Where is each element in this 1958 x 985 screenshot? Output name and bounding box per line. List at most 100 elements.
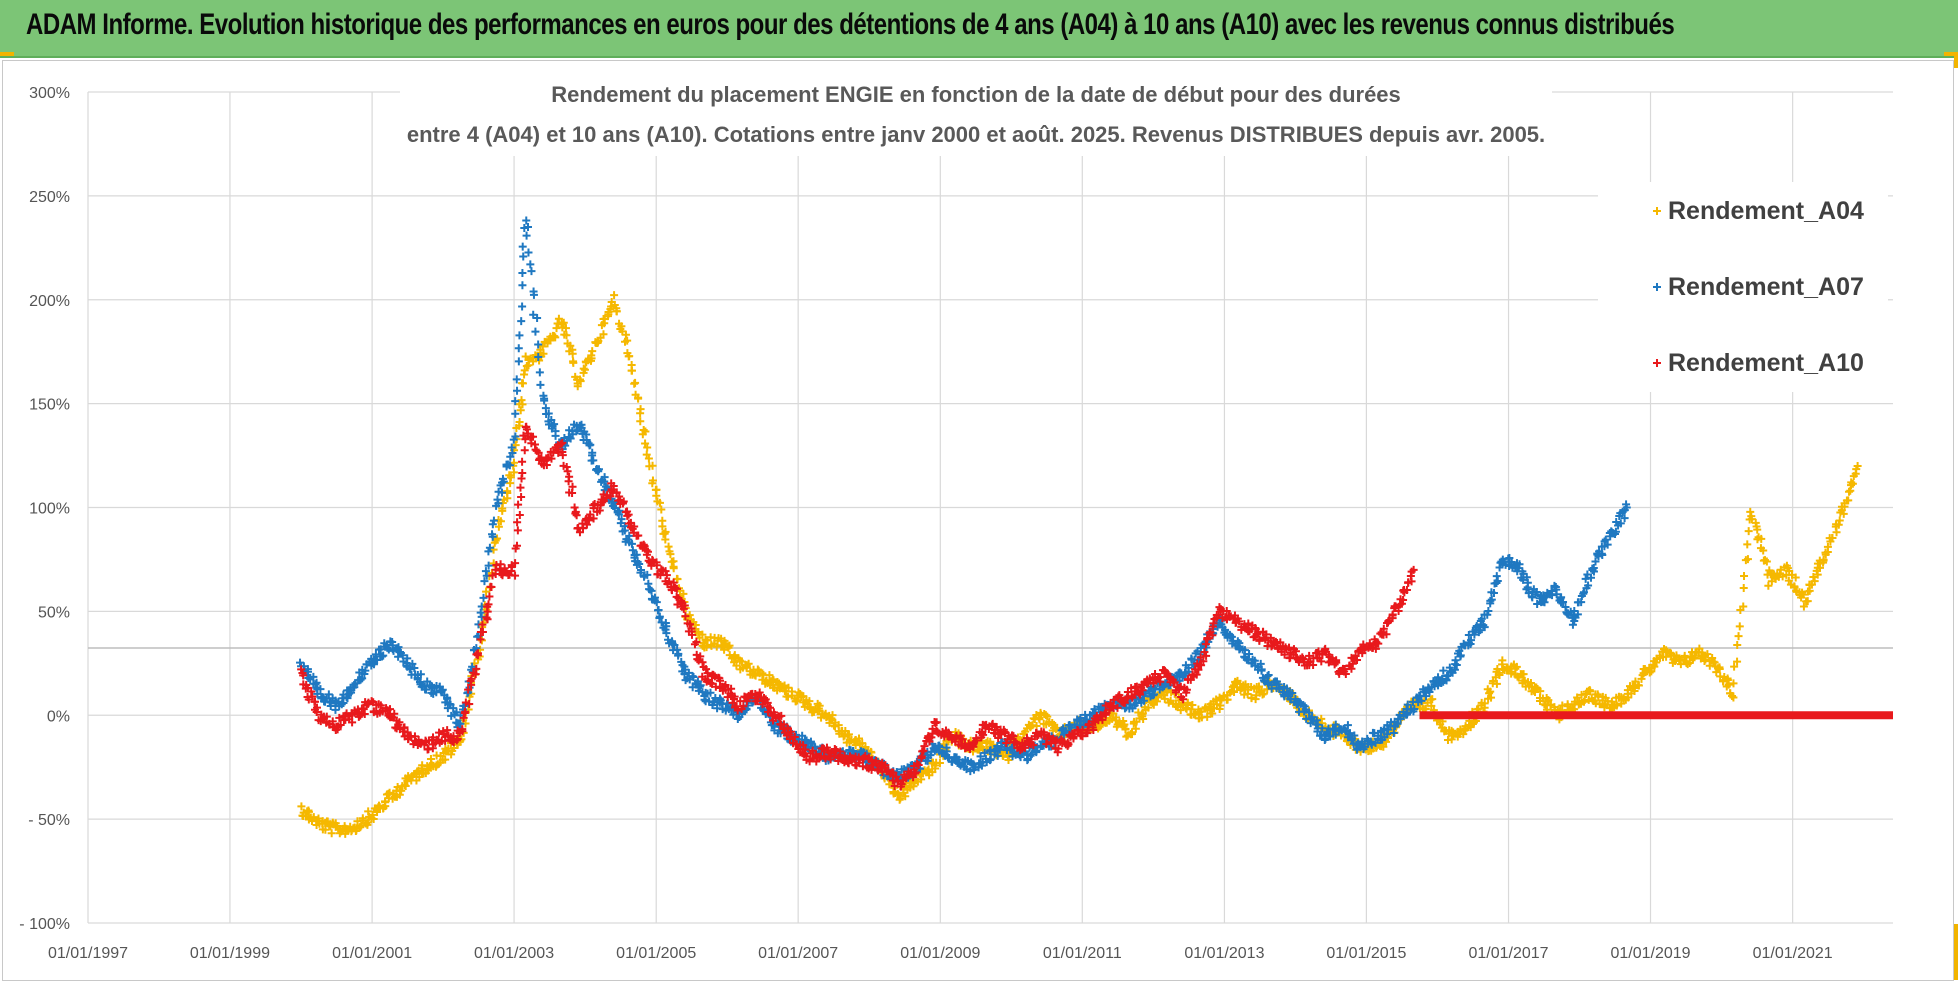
legend-background <box>1598 182 1888 392</box>
data-point <box>657 505 666 514</box>
data-point <box>612 488 621 497</box>
data-point <box>523 223 532 232</box>
data-point <box>1620 514 1629 523</box>
data-point <box>1417 696 1426 705</box>
data-point <box>559 318 568 327</box>
data-point <box>571 509 580 518</box>
data-point <box>358 674 367 683</box>
data-point <box>1498 656 1507 665</box>
data-point <box>1757 534 1766 543</box>
data-point <box>309 672 318 681</box>
data-point <box>1131 724 1140 733</box>
y-tick-label: 100% <box>29 501 70 518</box>
data-point <box>441 755 450 764</box>
data-point <box>547 454 556 463</box>
data-point <box>674 651 683 660</box>
data-point <box>1452 660 1461 669</box>
data-point <box>610 504 619 513</box>
data-point <box>1266 633 1275 642</box>
data-point <box>494 499 503 508</box>
data-point <box>541 404 550 413</box>
x-tick-label: 01/01/1999 <box>190 945 270 962</box>
data-point <box>702 665 711 674</box>
data-point <box>623 511 632 520</box>
data-point <box>844 759 853 768</box>
data-point <box>529 290 538 299</box>
data-point <box>652 491 661 500</box>
data-point <box>509 458 518 467</box>
data-point <box>1803 597 1812 606</box>
data-point <box>784 692 793 701</box>
legend-marker <box>1653 283 1661 291</box>
data-point <box>687 630 696 639</box>
data-point <box>836 747 845 756</box>
data-point <box>520 366 529 375</box>
data-point <box>381 802 390 811</box>
data-point <box>1816 563 1824 572</box>
data-point <box>376 645 385 654</box>
data-point <box>1350 731 1359 740</box>
data-point <box>1427 701 1436 710</box>
data-point <box>661 535 670 544</box>
data-point <box>1036 708 1045 717</box>
data-point <box>1226 631 1235 640</box>
data-point <box>403 654 412 663</box>
data-point <box>1235 617 1244 626</box>
data-point <box>830 745 839 754</box>
data-point <box>1662 652 1671 661</box>
data-point <box>515 421 524 430</box>
data-point <box>1000 727 1009 736</box>
data-point <box>815 701 824 710</box>
data-point <box>1603 540 1612 549</box>
data-point <box>978 728 987 737</box>
data-point <box>1747 515 1756 524</box>
data-point <box>1032 721 1041 730</box>
legend-label: Rendement_A10 <box>1668 349 1864 377</box>
data-point <box>1489 589 1498 598</box>
data-point <box>1179 695 1188 704</box>
data-point <box>561 324 570 333</box>
y-tick-label: 150% <box>29 397 70 414</box>
data-point <box>368 810 377 819</box>
data-point <box>1399 596 1408 605</box>
data-point <box>692 637 701 646</box>
data-point <box>327 829 336 838</box>
data-point <box>1652 658 1661 667</box>
data-point <box>1409 565 1418 574</box>
data-point <box>901 792 910 801</box>
data-point <box>1128 729 1137 738</box>
data-point <box>516 406 525 415</box>
data-point <box>488 530 497 539</box>
data-point <box>986 756 995 765</box>
data-point <box>729 695 738 704</box>
data-point <box>1208 622 1217 631</box>
data-point <box>514 500 523 509</box>
data-point <box>476 608 485 617</box>
data-point <box>324 690 333 699</box>
data-point <box>1244 619 1253 628</box>
data-point <box>1331 720 1340 729</box>
data-point <box>487 582 496 591</box>
data-point <box>312 683 321 692</box>
data-point <box>1183 699 1192 708</box>
data-point <box>728 698 737 707</box>
data-point <box>733 706 742 715</box>
data-point <box>1522 573 1531 582</box>
data-point <box>360 710 369 719</box>
data-point <box>1250 656 1259 665</box>
x-tick-label: 01/01/2013 <box>1184 945 1264 962</box>
data-point <box>310 697 319 706</box>
data-point <box>1715 663 1724 672</box>
data-point <box>631 378 640 387</box>
data-point <box>514 344 523 353</box>
data-point <box>1753 525 1762 534</box>
data-point <box>1447 735 1456 744</box>
data-point <box>1160 694 1169 703</box>
data-point <box>490 538 499 547</box>
data-point <box>1477 614 1486 623</box>
data-point <box>942 747 951 756</box>
data-point <box>1026 751 1035 760</box>
data-point <box>505 461 514 470</box>
data-point <box>1285 643 1294 652</box>
data-point <box>1645 668 1654 677</box>
